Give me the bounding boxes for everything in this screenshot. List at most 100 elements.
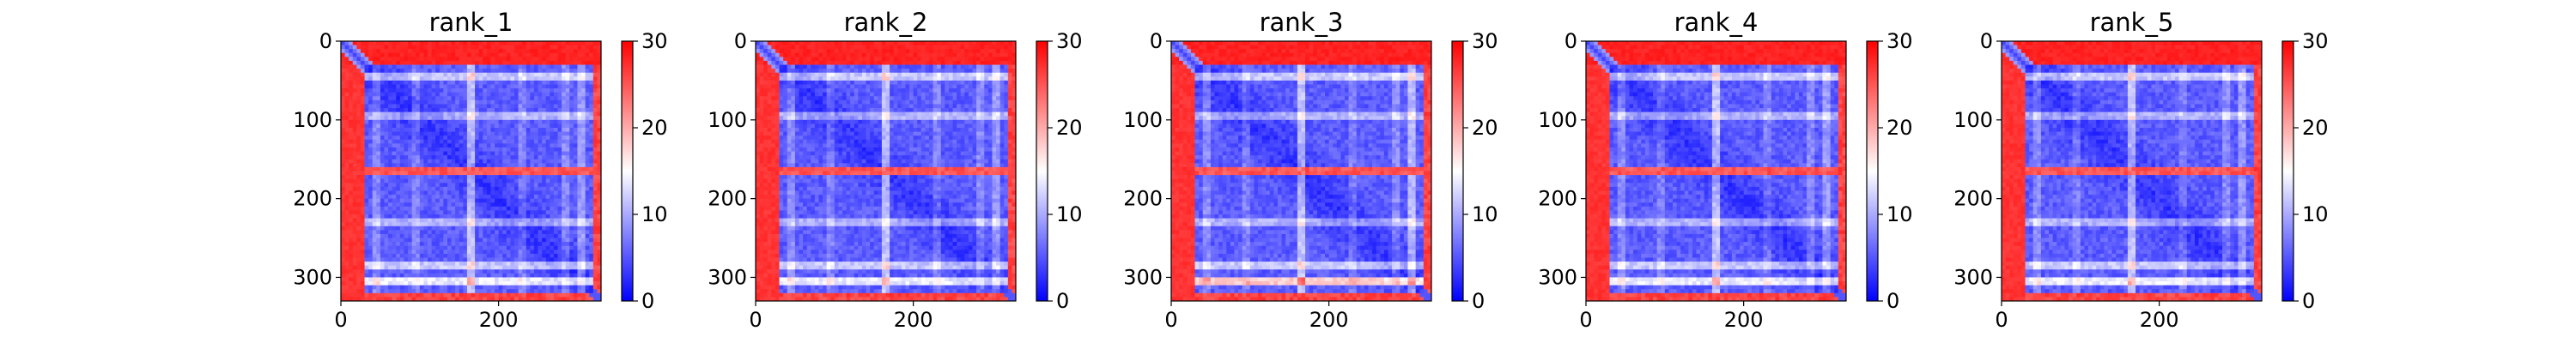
heatmap-cell (538, 112, 543, 117)
heatmap-cell (589, 250, 593, 254)
heatmap-cell (443, 269, 447, 274)
heatmap-cell (522, 246, 526, 250)
heatmap-cell (423, 81, 428, 85)
heatmap-cell (380, 49, 385, 53)
heatmap-cell (546, 104, 550, 108)
heatmap-cell (882, 69, 886, 73)
heatmap-cell (376, 163, 380, 167)
heatmap-cell (447, 172, 452, 176)
heatmap-cell (574, 226, 578, 231)
heatmap-cell (487, 202, 491, 207)
heatmap-cell (416, 202, 420, 207)
heatmap-cell (490, 65, 495, 69)
heatmap-cell (569, 116, 574, 120)
heatmap-cell (376, 234, 380, 238)
heatmap-cell (385, 210, 389, 214)
heatmap-cell (341, 234, 345, 238)
heatmap-cell (423, 140, 428, 144)
heatmap-cell (902, 41, 906, 45)
heatmap-cell (554, 190, 558, 195)
heatmap-cell (526, 76, 531, 81)
heatmap-cell (534, 286, 538, 290)
heatmap-cell (423, 135, 428, 140)
heatmap-cell (973, 41, 977, 45)
heatmap-cell (443, 219, 447, 223)
heatmap-cell (538, 226, 543, 231)
heatmap-cell (392, 242, 397, 246)
heatmap-cell (423, 93, 428, 97)
heatmap-cell (530, 293, 534, 298)
heatmap-cell (818, 73, 823, 77)
heatmap-cell (502, 104, 507, 108)
heatmap-cell (368, 104, 373, 108)
heatmap-cell (546, 61, 550, 65)
heatmap-cell (546, 183, 550, 187)
heatmap-cell (356, 175, 361, 179)
heatmap-cell (400, 286, 404, 290)
heatmap-cell (408, 195, 412, 199)
heatmap-cell (495, 45, 499, 50)
heatmap-cell (483, 123, 487, 128)
heatmap-cell (530, 152, 534, 156)
heatmap-cell (850, 41, 854, 45)
heatmap-cell (581, 175, 586, 179)
heatmap-cell (795, 61, 799, 65)
heatmap-cell (577, 96, 581, 100)
heatmap-cell (435, 250, 440, 254)
heatmap-cell (459, 45, 464, 50)
heatmap-cell (593, 250, 598, 254)
heatmap-cell (838, 49, 842, 53)
heatmap-cell (507, 65, 511, 69)
heatmap-cell (534, 179, 538, 184)
heatmap-cell (499, 116, 503, 120)
heatmap-cell (412, 250, 416, 254)
heatmap-cell (432, 258, 436, 262)
heatmap-cell (400, 116, 404, 120)
heatmap-cell (452, 286, 456, 290)
heatmap-cell (483, 116, 487, 120)
heatmap-cell (519, 135, 523, 140)
heatmap-cell (447, 214, 452, 219)
heatmap-cell (495, 207, 499, 211)
heatmap-cell (574, 45, 578, 50)
heatmap-cell (361, 108, 365, 112)
heatmap-cell (396, 152, 400, 156)
heatmap-cell (356, 135, 361, 140)
heatmap-cell (925, 73, 929, 77)
heatmap-cell (396, 274, 400, 278)
heatmap-cell (380, 222, 385, 226)
heatmap-cell (914, 65, 918, 69)
heatmap-cell (589, 293, 593, 298)
heatmap-cell (412, 108, 416, 112)
heatmap-cell (510, 175, 514, 179)
heatmap-cell (878, 69, 882, 73)
heatmap-cell (423, 234, 428, 238)
heatmap-cell (495, 116, 499, 120)
heatmap-cell (562, 289, 566, 293)
heatmap-cell (550, 81, 554, 85)
heatmap-cell (463, 112, 467, 117)
heatmap-cell (479, 242, 483, 246)
heatmap-cell (385, 172, 389, 176)
heatmap-cell (586, 112, 590, 117)
heatmap-cell (361, 222, 365, 226)
heatmap-cell (353, 76, 357, 81)
heatmap-cell (514, 246, 519, 250)
heatmap-cell (589, 179, 593, 184)
heatmap-cell (432, 289, 436, 293)
heatmap-cell (811, 76, 815, 81)
heatmap-cell (443, 254, 447, 258)
heatmap-cell (479, 199, 483, 203)
heatmap-cell (396, 104, 400, 108)
heatmap-cell (514, 214, 519, 219)
heatmap-cell (850, 45, 854, 50)
heatmap-cell (519, 277, 523, 281)
heatmap-cell (341, 57, 345, 61)
heatmap-cell (558, 187, 562, 191)
heatmap-cell (862, 69, 866, 73)
heatmap-cell (558, 143, 562, 147)
heatmap-cell (361, 289, 365, 293)
heatmap-cell (361, 69, 365, 73)
heatmap-cell (495, 258, 499, 262)
heatmap-cell (471, 254, 476, 258)
